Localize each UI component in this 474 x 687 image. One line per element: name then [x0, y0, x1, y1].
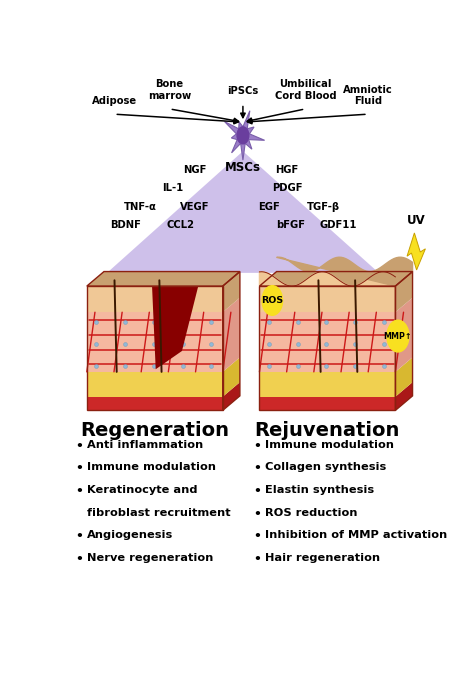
Text: •: •	[253, 553, 261, 566]
Polygon shape	[407, 233, 425, 270]
Text: ROS reduction: ROS reduction	[265, 508, 357, 518]
FancyBboxPatch shape	[87, 372, 223, 396]
Polygon shape	[107, 151, 379, 273]
Text: •: •	[75, 530, 83, 543]
Text: BDNF: BDNF	[110, 221, 141, 230]
Circle shape	[262, 286, 283, 315]
Text: EGF: EGF	[258, 202, 280, 212]
FancyBboxPatch shape	[87, 312, 223, 372]
Text: UV: UV	[407, 214, 426, 227]
Text: •: •	[75, 440, 83, 453]
Polygon shape	[87, 271, 240, 286]
Text: •: •	[75, 485, 83, 498]
FancyBboxPatch shape	[259, 286, 395, 312]
Text: •: •	[253, 508, 261, 521]
Polygon shape	[225, 111, 264, 160]
Polygon shape	[223, 297, 240, 372]
Polygon shape	[395, 357, 412, 396]
Text: Immune modulation: Immune modulation	[87, 462, 216, 472]
Polygon shape	[259, 272, 395, 286]
Text: IL-1: IL-1	[163, 183, 184, 193]
Text: Umbilical
Cord Blood: Umbilical Cord Blood	[274, 80, 336, 101]
Polygon shape	[395, 271, 412, 312]
Text: Collagen synthesis: Collagen synthesis	[265, 462, 386, 472]
Text: VEGF: VEGF	[181, 202, 210, 212]
Text: Keratinocyte and: Keratinocyte and	[87, 485, 197, 495]
Text: Angiogenesis: Angiogenesis	[87, 530, 173, 541]
Text: TGF-β: TGF-β	[307, 202, 340, 212]
Text: •: •	[253, 485, 261, 498]
FancyBboxPatch shape	[259, 372, 395, 396]
Text: PDGF: PDGF	[272, 183, 302, 193]
Polygon shape	[223, 382, 240, 410]
Text: •: •	[253, 462, 261, 475]
FancyBboxPatch shape	[87, 396, 223, 410]
Text: •: •	[253, 530, 261, 543]
Text: Adipose: Adipose	[92, 96, 137, 106]
Polygon shape	[395, 297, 412, 372]
Text: Rejuvenation: Rejuvenation	[255, 421, 400, 440]
Text: MSCs: MSCs	[225, 161, 261, 174]
Text: CCL2: CCL2	[166, 221, 194, 230]
Text: iPSCs: iPSCs	[228, 86, 258, 95]
Polygon shape	[223, 271, 240, 312]
Polygon shape	[395, 382, 412, 410]
Text: Anti inflammation: Anti inflammation	[87, 440, 203, 449]
Text: Hair regeneration: Hair regeneration	[265, 553, 380, 563]
FancyBboxPatch shape	[87, 286, 223, 312]
Text: Nerve regeneration: Nerve regeneration	[87, 553, 213, 563]
Text: Amniotic
Fluid: Amniotic Fluid	[343, 85, 392, 106]
Text: Regeneration: Regeneration	[80, 421, 229, 440]
Text: fibroblast recruitment: fibroblast recruitment	[87, 508, 230, 518]
Text: TNF-α: TNF-α	[124, 202, 156, 212]
Text: Elastin synthesis: Elastin synthesis	[265, 485, 374, 495]
Text: •: •	[75, 553, 83, 566]
FancyBboxPatch shape	[259, 396, 395, 410]
Text: •: •	[75, 462, 83, 475]
Polygon shape	[223, 357, 240, 396]
Text: ROS: ROS	[261, 296, 283, 305]
Text: MMP↑: MMP↑	[383, 332, 412, 341]
Text: HGF: HGF	[275, 165, 299, 174]
Text: Inhibition of MMP activation: Inhibition of MMP activation	[265, 530, 447, 541]
Circle shape	[237, 127, 249, 144]
Polygon shape	[152, 286, 198, 369]
Polygon shape	[259, 271, 412, 286]
Text: Immune modulation: Immune modulation	[265, 440, 394, 449]
Text: NGF: NGF	[183, 165, 207, 174]
Text: •: •	[253, 440, 261, 453]
Text: bFGF: bFGF	[276, 221, 305, 230]
Text: Bone
marrow: Bone marrow	[148, 80, 191, 101]
Circle shape	[387, 320, 409, 352]
Text: GDF11: GDF11	[319, 221, 357, 230]
Polygon shape	[277, 257, 412, 286]
FancyBboxPatch shape	[259, 312, 395, 372]
